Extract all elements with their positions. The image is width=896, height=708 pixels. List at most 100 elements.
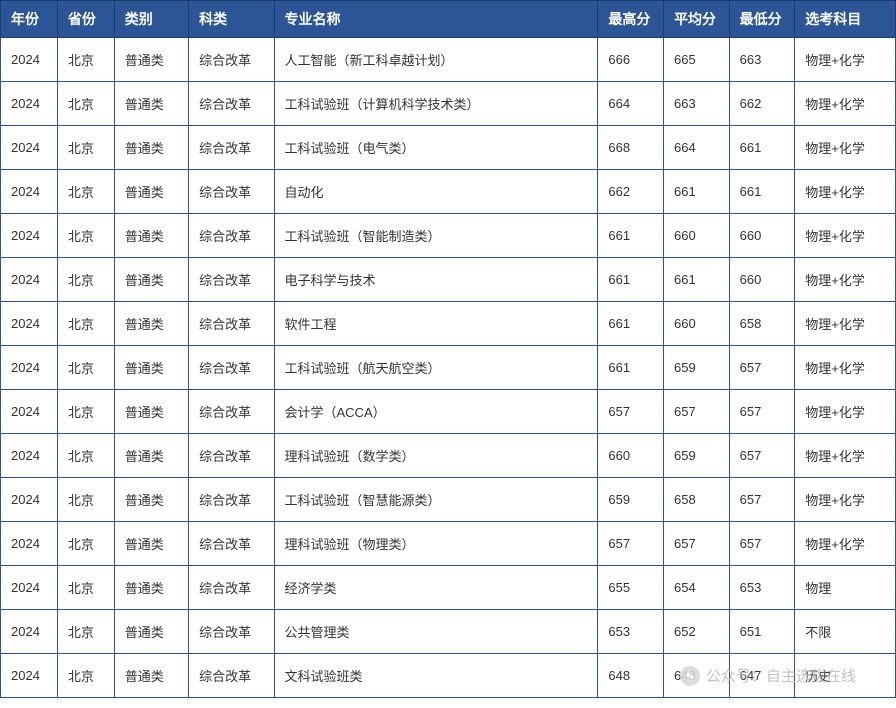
table-cell: 651	[729, 610, 795, 654]
table-cell: 普通类	[114, 610, 188, 654]
table-cell: 655	[598, 566, 664, 610]
table-cell: 北京	[57, 302, 114, 346]
col-header-min: 最低分	[729, 1, 795, 38]
table-cell: 661	[598, 258, 664, 302]
table-cell: 2024	[1, 170, 58, 214]
table-cell: 2024	[1, 38, 58, 82]
table-cell: 2024	[1, 434, 58, 478]
table-cell: 综合改革	[189, 522, 274, 566]
table-cell: 综合改革	[189, 478, 274, 522]
table-row: 2024北京普通类综合改革工科试验班（航天航空类）661659657物理+化学	[1, 346, 896, 390]
table-cell: 661	[598, 214, 664, 258]
table-cell: 2024	[1, 82, 58, 126]
table-cell: 653	[729, 566, 795, 610]
table-cell: 659	[598, 478, 664, 522]
table-cell: 物理+化学	[795, 302, 896, 346]
table-cell: 普通类	[114, 38, 188, 82]
table-cell: 普通类	[114, 478, 188, 522]
table-cell: 660	[598, 434, 664, 478]
table-cell: 综合改革	[189, 302, 274, 346]
table-cell: 661	[598, 346, 664, 390]
table-row: 2024北京普通类综合改革经济学类655654653物理	[1, 566, 896, 610]
table-cell: 公共管理类	[274, 610, 598, 654]
table-cell: 661	[664, 170, 730, 214]
table-cell: 物理	[795, 566, 896, 610]
table-cell: 物理+化学	[795, 214, 896, 258]
table-cell: 软件工程	[274, 302, 598, 346]
table-cell: 648	[664, 654, 730, 698]
table-cell: 660	[729, 214, 795, 258]
table-cell: 648	[598, 654, 664, 698]
table-cell: 653	[598, 610, 664, 654]
table-cell: 综合改革	[189, 434, 274, 478]
table-header: 年份 省份 类别 科类 专业名称 最高分 平均分 最低分 选考科目	[1, 1, 896, 38]
table-cell: 北京	[57, 566, 114, 610]
table-cell: 662	[598, 170, 664, 214]
table-row: 2024北京普通类综合改革软件工程661660658物理+化学	[1, 302, 896, 346]
table-row: 2024北京普通类综合改革自动化662661661物理+化学	[1, 170, 896, 214]
table-cell: 物理+化学	[795, 478, 896, 522]
table-cell: 2024	[1, 346, 58, 390]
table-cell: 658	[664, 478, 730, 522]
table-cell: 661	[664, 258, 730, 302]
table-cell: 工科试验班（智能制造类）	[274, 214, 598, 258]
table-cell: 2024	[1, 214, 58, 258]
table-cell: 物理+化学	[795, 390, 896, 434]
table-row: 2024北京普通类综合改革公共管理类653652651不限	[1, 610, 896, 654]
table-cell: 综合改革	[189, 38, 274, 82]
table-cell: 661	[598, 302, 664, 346]
table-row: 2024北京普通类综合改革工科试验班（电气类）668664661物理+化学	[1, 126, 896, 170]
admissions-score-table: 年份 省份 类别 科类 专业名称 最高分 平均分 最低分 选考科目 2024北京…	[0, 0, 896, 698]
table-cell: 普通类	[114, 82, 188, 126]
table-cell: 659	[664, 346, 730, 390]
table-body: 2024北京普通类综合改革人工智能（新工科卓越计划）666665663物理+化学…	[1, 38, 896, 698]
table-cell: 物理+化学	[795, 82, 896, 126]
table-cell: 工科试验班（航天航空类）	[274, 346, 598, 390]
table-cell: 普通类	[114, 214, 188, 258]
table-cell: 综合改革	[189, 654, 274, 698]
table-cell: 人工智能（新工科卓越计划）	[274, 38, 598, 82]
table-row: 2024北京普通类综合改革会计学（ACCA）657657657物理+化学	[1, 390, 896, 434]
table-cell: 北京	[57, 478, 114, 522]
col-header-avg: 平均分	[664, 1, 730, 38]
table-cell: 普通类	[114, 258, 188, 302]
table-cell: 2024	[1, 302, 58, 346]
table-cell: 666	[598, 38, 664, 82]
table-cell: 北京	[57, 126, 114, 170]
table-cell: 北京	[57, 610, 114, 654]
table-cell: 2024	[1, 126, 58, 170]
col-header-major: 专业名称	[274, 1, 598, 38]
table-cell: 综合改革	[189, 390, 274, 434]
table-cell: 2024	[1, 522, 58, 566]
table-cell: 654	[664, 566, 730, 610]
table-cell: 综合改革	[189, 566, 274, 610]
table-cell: 会计学（ACCA）	[274, 390, 598, 434]
table-cell: 普通类	[114, 170, 188, 214]
table-cell: 北京	[57, 654, 114, 698]
table-cell: 2024	[1, 258, 58, 302]
table-row: 2024北京普通类综合改革电子科学与技术661661660物理+化学	[1, 258, 896, 302]
table-row: 2024北京普通类综合改革工科试验班（智能制造类）661660660物理+化学	[1, 214, 896, 258]
table-cell: 普通类	[114, 390, 188, 434]
table-cell: 普通类	[114, 654, 188, 698]
table-row: 2024北京普通类综合改革工科试验班（计算机科学技术类）664663662物理+…	[1, 82, 896, 126]
table-cell: 文科试验班类	[274, 654, 598, 698]
table-cell: 657	[664, 390, 730, 434]
table-cell: 659	[664, 434, 730, 478]
table-cell: 工科试验班（电气类）	[274, 126, 598, 170]
table-cell: 工科试验班（计算机科学技术类）	[274, 82, 598, 126]
table-cell: 658	[729, 302, 795, 346]
table-cell: 物理+化学	[795, 126, 896, 170]
table-cell: 物理+化学	[795, 258, 896, 302]
table-cell: 综合改革	[189, 346, 274, 390]
table-cell: 综合改革	[189, 170, 274, 214]
table-row: 2024北京普通类综合改革理科试验班（数学类）660659657物理+化学	[1, 434, 896, 478]
table-cell: 理科试验班（数学类）	[274, 434, 598, 478]
table-cell: 2024	[1, 610, 58, 654]
table-cell: 物理+化学	[795, 170, 896, 214]
table-cell: 普通类	[114, 434, 188, 478]
table-cell: 北京	[57, 38, 114, 82]
table-cell: 2024	[1, 390, 58, 434]
table-row: 2024北京普通类综合改革理科试验班（物理类）657657657物理+化学	[1, 522, 896, 566]
table-cell: 历史	[795, 654, 896, 698]
